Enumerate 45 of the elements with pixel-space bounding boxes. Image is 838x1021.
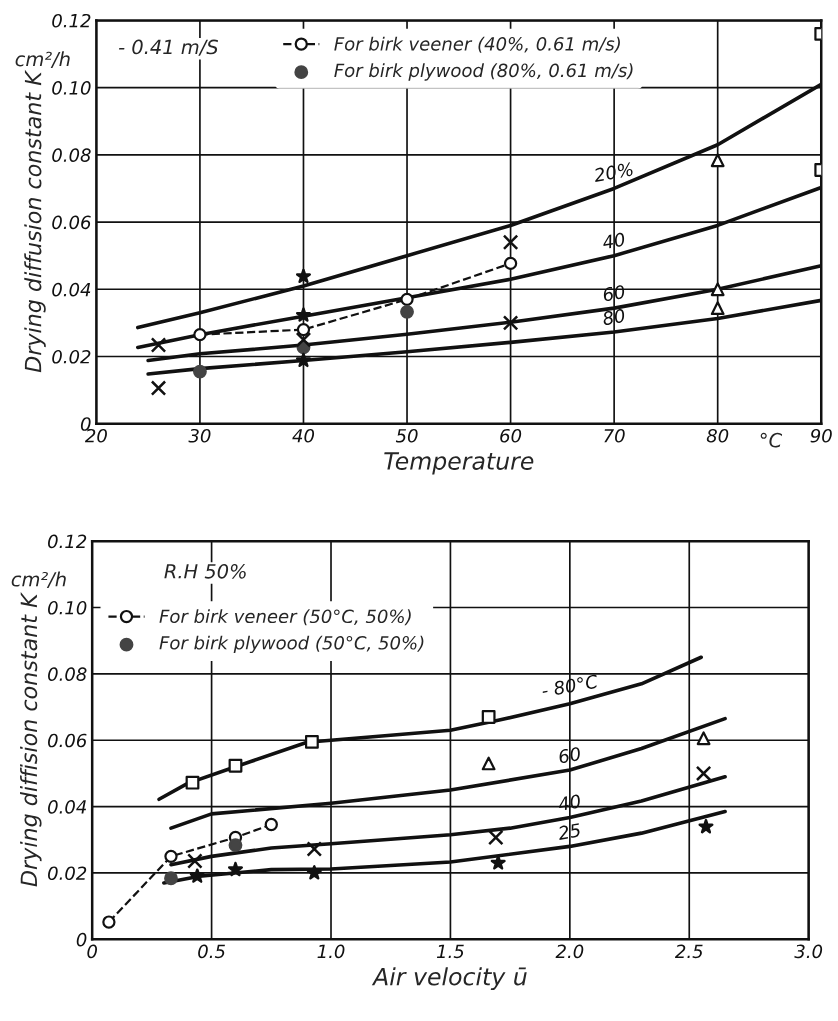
y-tick-label: 0.10: [52, 81, 91, 95]
x-tick-label: 40: [292, 428, 315, 443]
x-tick-label: 90: [810, 428, 832, 443]
x-tick-label: 60: [500, 428, 522, 443]
x-tick-label: 0.5: [198, 944, 225, 959]
y-axis-title: Drying diffision constant K: [20, 591, 42, 887]
legend-label: For birk veener (40%, 0.61 m/s): [334, 36, 620, 53]
text: 80: [601, 308, 626, 326]
y-tick-label: 0.02: [48, 866, 87, 881]
y-tick-label: 0.12: [52, 13, 91, 28]
text: - 80°C: [541, 674, 599, 698]
y-tick-label: 0.06: [48, 733, 87, 748]
y-tick-label: 0.06: [52, 215, 91, 230]
text: cm²/h: [15, 51, 70, 68]
text: 25: [557, 822, 582, 841]
y-axis-title: Drying diffusion constant K: [24, 69, 46, 373]
text: °C: [760, 432, 783, 448]
x-tick-label: 3.0: [794, 944, 823, 959]
annotation: - 0.41 m/S: [118, 39, 219, 56]
x-tick-label: 1.0: [317, 944, 345, 959]
y-tick-label: 0.04: [52, 282, 91, 297]
legend-label: For birk plywood (80%, 0.61 m/s): [334, 63, 633, 81]
x-axis-title: Air velocity ū: [371, 967, 527, 991]
x-tick-label: 1.5: [436, 944, 464, 959]
y-tick-label: 0.10: [48, 600, 87, 615]
x-tick-label: 80: [706, 428, 729, 443]
legend-label: For birk veneer (50°C, 50%): [159, 609, 411, 626]
text: cm²/h: [11, 571, 66, 589]
x-tick-label: 70: [604, 428, 625, 443]
x-axis-title: Temperature: [384, 452, 534, 475]
legend-label: For birk plywood (50°C, 50%): [159, 635, 424, 654]
text: 40: [601, 232, 626, 250]
y-tick-label: 0.08: [48, 667, 87, 681]
x-tick-label: 50: [395, 428, 418, 443]
text: 20%: [592, 162, 634, 183]
x-tick-label: 2.5: [674, 944, 703, 959]
y-tick-label: 0.08: [52, 148, 91, 162]
x-tick-label: 2.0: [555, 944, 584, 959]
text: 60: [558, 746, 582, 764]
y-tick-label: 0: [76, 932, 87, 947]
x-tick-label: 30: [188, 428, 211, 443]
y-tick-label: 0.12: [48, 534, 87, 549]
y-tick-label: 0.04: [48, 800, 87, 814]
y-tick-label: 0.02: [52, 349, 91, 364]
annotation: R.H 50%: [164, 563, 246, 579]
